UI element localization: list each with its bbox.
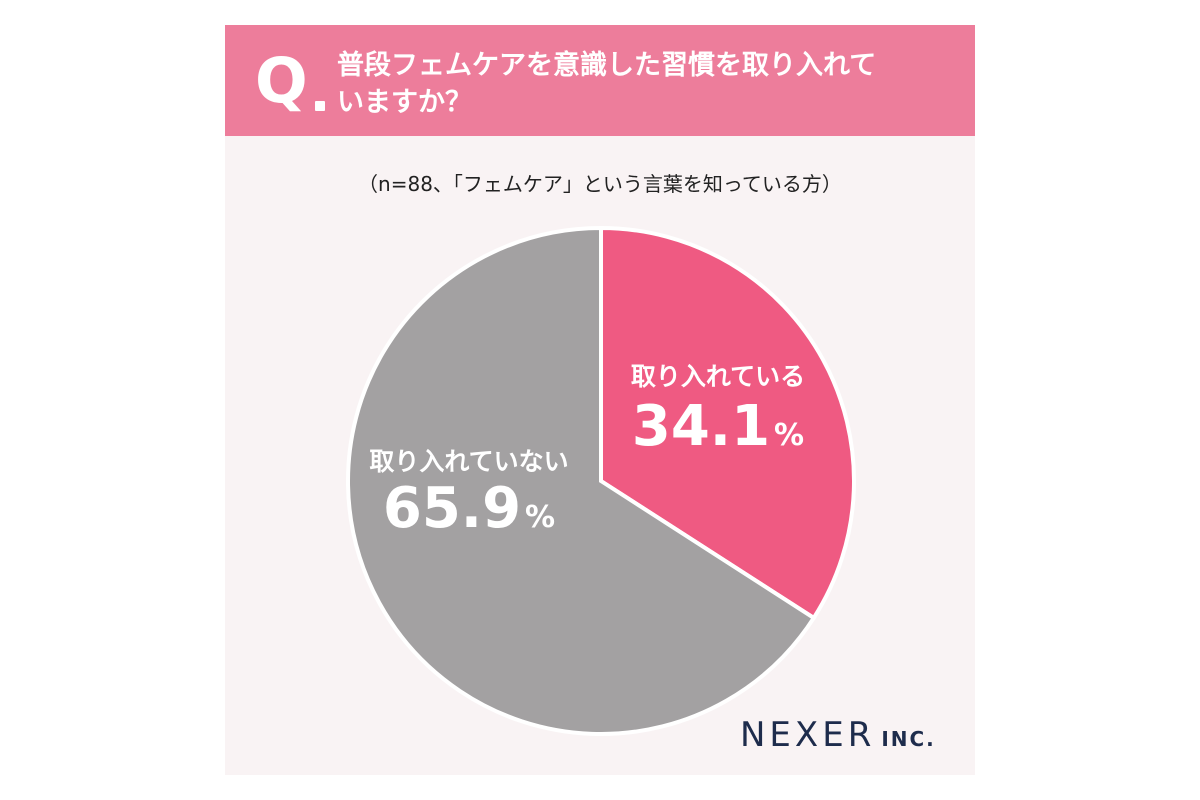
slice-label-1: 取り入れている [631,362,805,391]
question-text: 普段フェムケアを意識した習慣を取り入れて いますか？ [337,47,957,121]
logo-main: NEXER [740,715,876,755]
q-mark: Q [255,44,308,117]
slice-label-2: 取り入れていない [369,447,568,476]
q-dot [315,101,325,111]
question-header: Q 普段フェムケアを意識した習慣を取り入れて いますか？ [225,25,975,136]
slice-value-2: 65.9% [383,476,555,541]
chart-card: Q 普段フェムケアを意識した習慣を取り入れて いますか？ （n=88、「フェムケ… [225,25,975,775]
logo-sub: INC. [881,727,936,751]
question-line-1: 普段フェムケアを意識した習慣を取り入れて [337,50,877,81]
pie-slice-2 [346,225,817,736]
question-line-2: いますか？ [337,87,472,118]
nexer-logo: NEXER INC. [740,715,936,755]
chart-subtitle: （n=88、「フェムケア」という言葉を知っている方） [358,172,842,196]
slice-value-1: 34.1% [632,394,804,459]
